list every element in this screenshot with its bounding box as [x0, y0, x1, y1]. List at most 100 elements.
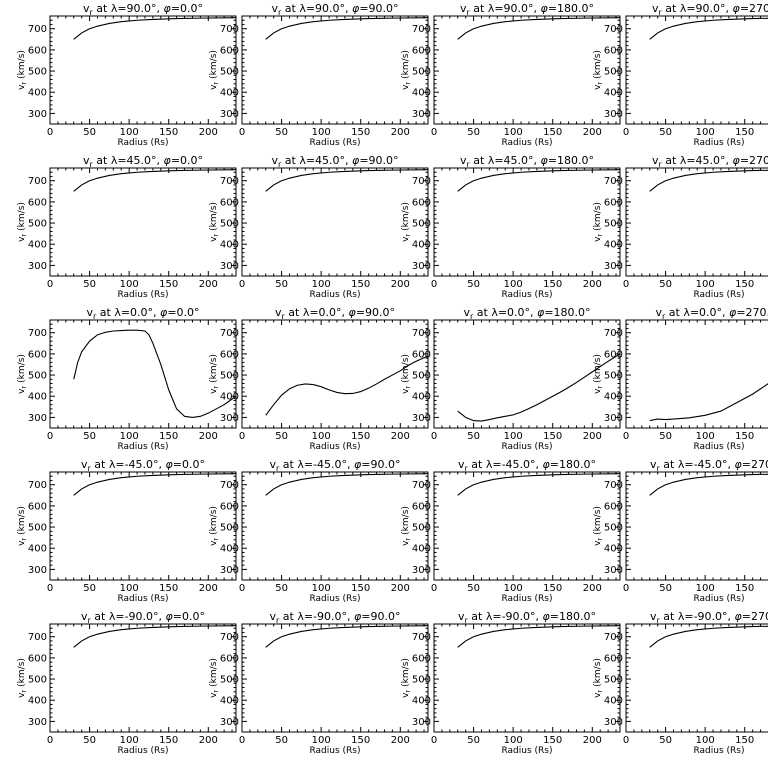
- title-phi-value: =270.0°: [742, 610, 768, 623]
- title-phi-value: =180.0°: [544, 306, 590, 319]
- y-tick-label: 700: [412, 176, 431, 187]
- title-sub-r: r: [465, 616, 469, 625]
- chart-title: vr at λ=-90.0°, φ=90.0°: [269, 610, 400, 625]
- plot-frame: [625, 15, 768, 125]
- title-lambda: at λ=90.0°,: [93, 2, 164, 15]
- title-phi-symbol: φ: [537, 306, 545, 319]
- ylabel-v: v: [401, 540, 411, 546]
- y-tick-label: 500: [412, 675, 431, 686]
- chart-panel-19: vr at λ=-90.0°, φ=180.0°0 50 100 150 2003004…: [401, 610, 621, 756]
- x-tick-label: 0: [47, 279, 53, 290]
- ylabel-units: (km/s): [209, 202, 219, 234]
- chart-title: vr at λ=0.0°, φ=180.0°: [463, 306, 590, 321]
- y-tick-label: 600: [220, 501, 239, 512]
- x-tick-label: 0: [239, 431, 245, 442]
- y-tick-label: 500: [412, 67, 431, 78]
- title-lambda: at λ=45.0°,: [470, 154, 541, 167]
- ylabel-units: (km/s): [401, 354, 411, 386]
- ylabel-sub-r: r: [404, 82, 412, 85]
- x-tick-label: 200: [583, 127, 602, 138]
- chart-title: vr at λ=90.0°, φ=0.0°: [83, 2, 203, 17]
- y-tick-label: 700: [28, 176, 47, 187]
- x-tick-label: 0: [239, 279, 245, 290]
- y-tick-label: 400: [28, 544, 47, 555]
- x-tick-label: 50: [659, 735, 672, 746]
- chart-panel-20: vr at λ=-90.0°, φ=270.0°0501001502003004…: [593, 610, 768, 756]
- x-tick-label: 200: [199, 583, 218, 594]
- y-tick-label: 400: [28, 392, 47, 403]
- y-axis-label: vr (km/s): [593, 506, 604, 546]
- x-tick-label: 0: [47, 431, 53, 442]
- x-axis-label: Radius (Rs): [309, 594, 360, 604]
- x-tick-label: 50: [467, 431, 480, 442]
- y-tick-label: 400: [220, 392, 239, 403]
- plot-frame: [241, 15, 429, 125]
- y-tick-label: 700: [220, 632, 239, 643]
- y-tick-label: 700: [412, 328, 431, 339]
- plot-frame: [625, 319, 768, 429]
- x-axis-label: Radius (Rs): [117, 290, 168, 300]
- title-phi-value: =90.0°: [359, 2, 398, 15]
- y-tick-label: 500: [604, 675, 623, 686]
- chart-panel-7: vr at λ=45.0°, φ=180.0°0 50 100 150 20030040…: [401, 154, 621, 300]
- ylabel-units: (km/s): [593, 50, 603, 82]
- x-tick-label: 200: [199, 127, 218, 138]
- ylabel-sub-r: r: [596, 386, 604, 389]
- y-tick-label: 500: [28, 219, 47, 230]
- title-sub-r: r: [276, 464, 280, 473]
- y-axis-label: vr (km/s): [401, 354, 412, 394]
- title-v: v: [655, 306, 662, 319]
- title-phi-symbol: φ: [160, 306, 168, 319]
- ylabel-v: v: [209, 236, 219, 242]
- ylabel-sub-r: r: [212, 690, 220, 693]
- y-tick-label: 500: [604, 523, 623, 534]
- y-tick-label: 400: [28, 696, 47, 707]
- plot-frame: [241, 471, 429, 581]
- ylabel-v: v: [209, 692, 219, 698]
- x-tick-label: 0: [431, 735, 437, 746]
- y-tick-label: 600: [604, 501, 623, 512]
- x-axis-label: Radius (Rs): [501, 442, 552, 452]
- x-tick-label: 50: [83, 735, 96, 746]
- title-sub-r: r: [278, 8, 282, 17]
- ylabel-sub-r: r: [212, 234, 220, 237]
- y-tick-label: 600: [220, 653, 239, 664]
- title-phi-symbol: φ: [164, 2, 172, 15]
- title-v: v: [458, 458, 465, 471]
- title-lambda: at λ=0.0°,: [665, 306, 729, 319]
- y-axis-label: vr (km/s): [17, 506, 28, 546]
- x-axis-label: Radius (Rs): [117, 138, 168, 148]
- ylabel-v: v: [593, 388, 603, 394]
- y-tick-label: 500: [28, 67, 47, 78]
- title-phi-symbol: φ: [352, 2, 360, 15]
- x-tick-label: 0: [623, 583, 629, 594]
- y-tick-label: 300: [604, 565, 623, 576]
- x-tick-label: 100: [696, 583, 715, 594]
- chart-panel-14: vr at λ=-45.0°, φ=90.0°0 50 100 150 20030040…: [209, 458, 429, 604]
- x-tick-label: 100: [120, 127, 139, 138]
- y-tick-label: 300: [412, 413, 431, 424]
- chart-panel-11: vr at λ=0.0°, φ=180.0°0 50 100 150 200300400…: [401, 306, 621, 452]
- x-tick-label: 200: [391, 279, 410, 290]
- title-phi-value: =180.0°: [550, 610, 596, 623]
- ylabel-sub-r: r: [404, 386, 412, 389]
- ylabel-v: v: [17, 692, 27, 698]
- x-tick-label: 100: [504, 735, 523, 746]
- title-v: v: [86, 306, 93, 319]
- ylabel-v: v: [401, 692, 411, 698]
- series-line: [649, 169, 768, 192]
- title-phi-value: =0.0°: [171, 2, 203, 15]
- x-tick-label: 150: [159, 431, 178, 442]
- title-phi-value: =0.0°: [173, 458, 205, 471]
- title-phi-symbol: φ: [541, 154, 549, 167]
- plot-frame: [433, 15, 621, 125]
- x-tick-label: 50: [467, 127, 480, 138]
- title-phi-value: =270.0°: [736, 306, 768, 319]
- plot-frame: [433, 167, 621, 277]
- x-tick-label: 50: [275, 735, 288, 746]
- title-lambda: at λ=0.0°,: [473, 306, 537, 319]
- ylabel-v: v: [17, 540, 27, 546]
- y-tick-label: 700: [604, 176, 623, 187]
- x-tick-label: 150: [351, 431, 370, 442]
- chart-title: vr at λ=0.0°, φ=0.0°: [86, 306, 199, 321]
